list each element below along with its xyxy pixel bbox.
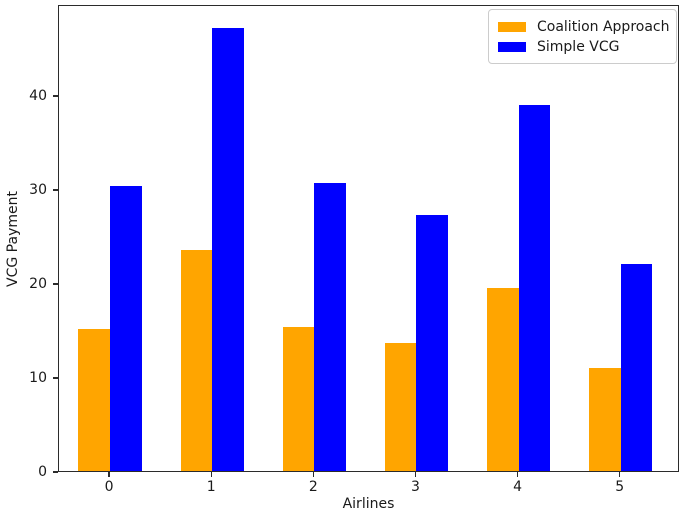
x-axis-title: Airlines	[342, 496, 395, 512]
y-axis-title-text: VCG Payment	[5, 191, 22, 287]
x-tick-label-4: 4	[513, 479, 523, 495]
legend-item-coalition-approach: Coalition Approach	[498, 17, 670, 37]
bar-simple-vcg-3	[416, 215, 449, 471]
y-tick-mark-0	[53, 471, 58, 473]
x-tick-mark-4	[516, 472, 519, 477]
x-tick-label-5: 5	[615, 479, 625, 495]
x-tick-label-1: 1	[206, 479, 216, 495]
y-tick-label-30: 30	[29, 182, 47, 199]
x-tick-mark-5	[619, 472, 621, 477]
plot-area	[58, 5, 679, 472]
bar-simple-vcg-2	[314, 183, 346, 471]
y-tick-label-40: 40	[29, 88, 47, 105]
x-tick-label-0: 0	[104, 479, 114, 495]
bar-coalition-approach-5	[589, 367, 621, 471]
bar-simple-vcg-5	[620, 264, 653, 471]
legend-swatch-simple-vcg	[498, 42, 526, 52]
y-tick-mark-10	[53, 377, 58, 379]
x-tick-label-3: 3	[411, 479, 420, 495]
legend: Coalition Approach Simple VCG	[488, 9, 677, 64]
bar-coalition-approach-2	[282, 327, 315, 471]
x-tick-label-2: 2	[308, 479, 318, 495]
x-tick-mark-1	[210, 472, 212, 477]
y-tick-mark-30	[53, 189, 58, 191]
bar-simple-vcg-0	[110, 186, 142, 471]
x-tick-mark-2	[312, 472, 315, 477]
bar-coalition-approach-4	[487, 287, 519, 471]
bar-coalition-approach-1	[180, 250, 213, 471]
x-tick-mark-0	[108, 472, 110, 477]
bar-simple-vcg-1	[212, 27, 244, 471]
legend-swatch-coalition-approach	[498, 22, 526, 32]
bar-coalition-approach-0	[78, 329, 111, 471]
legend-label-simple-vcg: Simple VCG	[537, 39, 620, 55]
y-tick-label-0: 0	[38, 464, 47, 480]
y-tick-label-20: 20	[29, 276, 47, 293]
legend-label-coalition-approach: Coalition Approach	[537, 19, 670, 35]
y-tick-mark-20	[53, 283, 58, 285]
x-tick-mark-3	[414, 472, 417, 477]
bar-coalition-approach-3	[384, 343, 417, 471]
y-tick-mark-40	[53, 95, 58, 97]
legend-item-simple-vcg: Simple VCG	[498, 37, 668, 57]
y-axis-title: VCG Payment	[4, 0, 22, 478]
bar-simple-vcg-4	[518, 105, 551, 471]
y-tick-label-10: 10	[29, 370, 47, 387]
